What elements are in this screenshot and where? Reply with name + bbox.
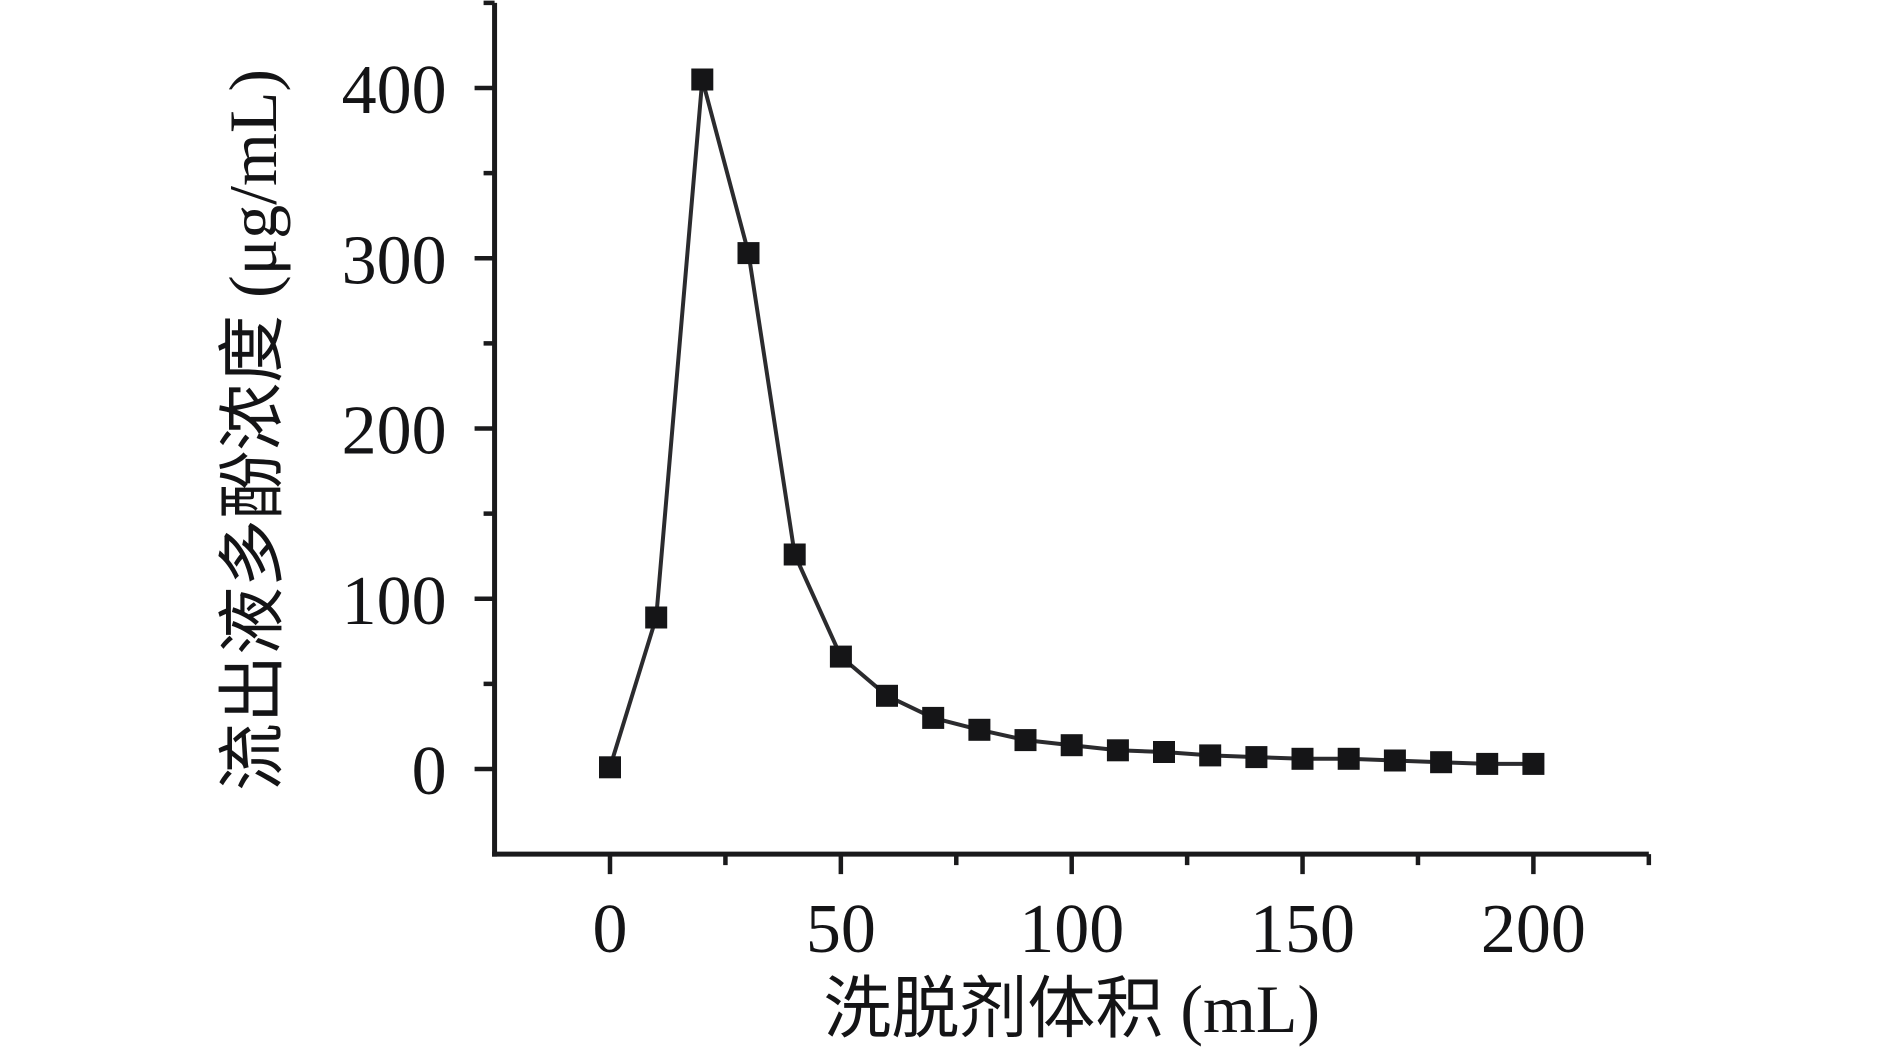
x-tick-label: 0: [593, 891, 628, 968]
data-point-marker: [1245, 746, 1268, 769]
y-tick-label: 400: [342, 52, 447, 129]
x-tick-label: 200: [1481, 891, 1586, 968]
y-tick-label: 300: [342, 222, 447, 299]
data-point-marker: [1106, 739, 1129, 762]
data-point-marker: [1291, 747, 1314, 770]
data-point-marker: [1476, 752, 1499, 775]
x-tick-label: 50: [806, 891, 876, 968]
data-point-marker: [1014, 729, 1037, 752]
data-point-marker: [645, 606, 668, 629]
data-point-marker: [1430, 751, 1453, 774]
y-axis-title: 流出液多酚浓度 (μg/mL): [215, 69, 291, 791]
x-axis-title: 洗脱剂体积 (mL): [823, 971, 1320, 1047]
data-point-marker: [829, 645, 852, 668]
data-point-marker: [876, 684, 898, 707]
data-point-marker: [922, 706, 945, 729]
data-point-marker: [691, 68, 714, 91]
data-point-marker: [599, 756, 621, 779]
data-point-marker: [1337, 747, 1360, 770]
data-point-marker: [1199, 744, 1222, 767]
y-tick-label: 0: [412, 733, 447, 810]
data-point-marker: [1153, 741, 1175, 763]
y-tick-label: 100: [342, 563, 447, 640]
y-tick-label: 200: [342, 393, 447, 470]
x-tick-label: 150: [1250, 891, 1355, 968]
data-point-marker: [783, 543, 806, 566]
data-point-marker: [1060, 734, 1083, 757]
data-point-marker: [1383, 749, 1406, 772]
data-point-marker: [968, 718, 991, 741]
series-line: [608, 77, 1536, 770]
data-point-marker: [737, 242, 760, 265]
data-point-marker: [1522, 752, 1545, 775]
x-tick-label: 100: [1019, 891, 1124, 968]
